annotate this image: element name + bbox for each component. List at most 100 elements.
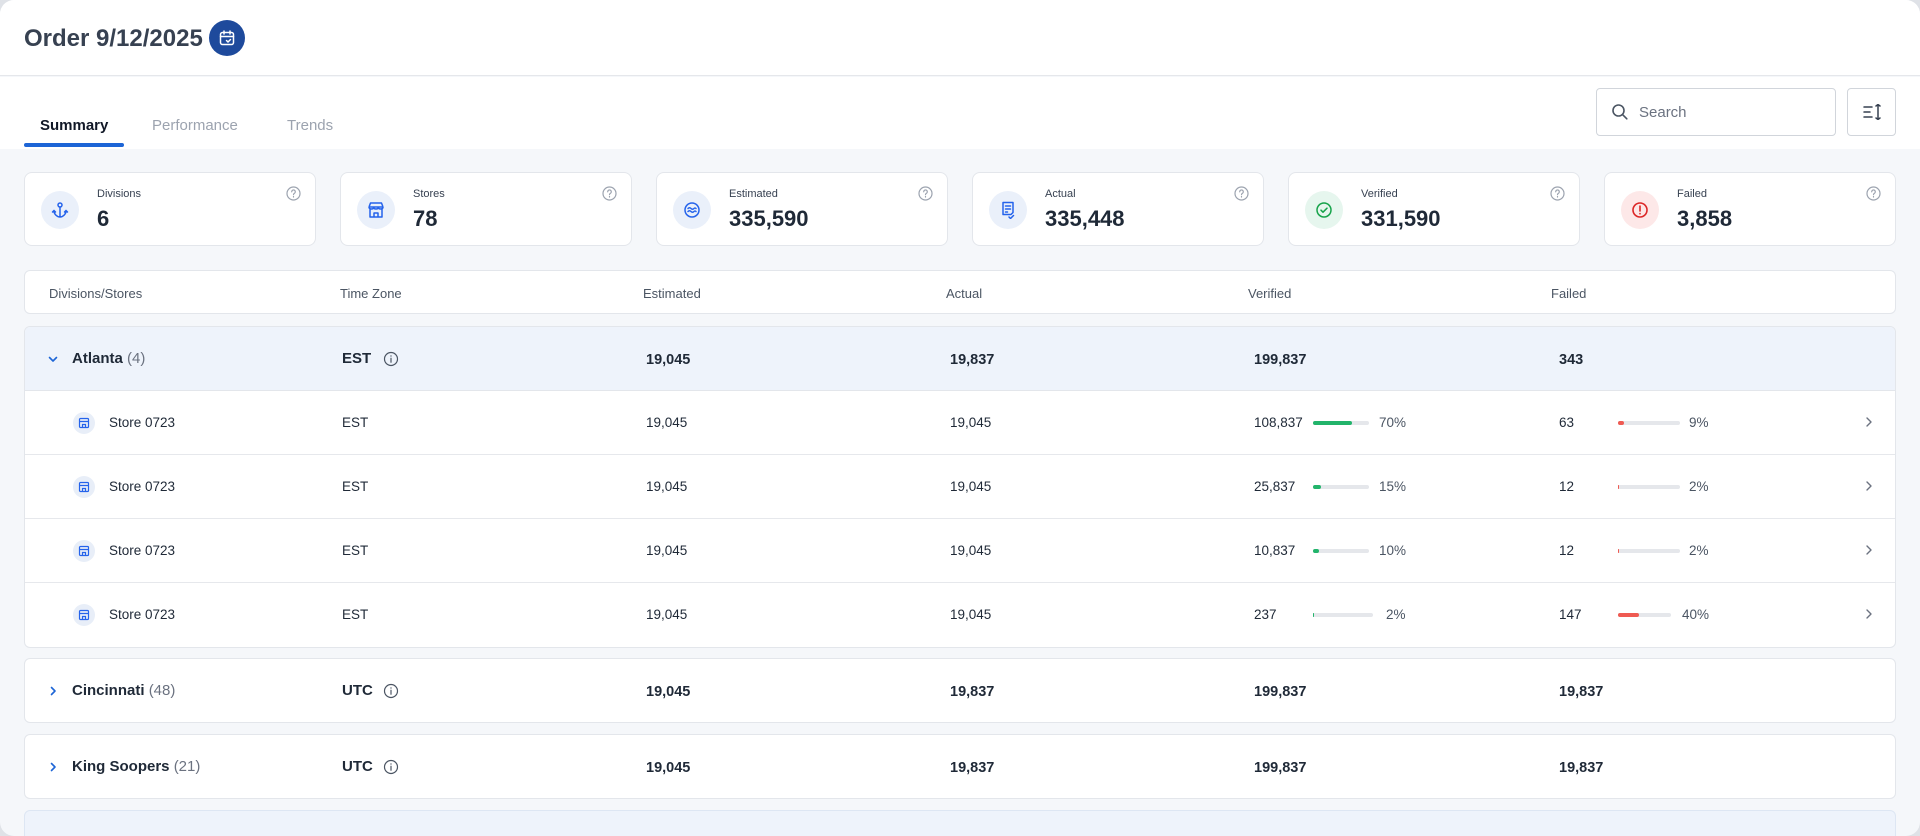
chevron-right-icon[interactable] xyxy=(47,761,59,773)
help-icon[interactable] xyxy=(1866,186,1881,201)
store-actual: 19,045 xyxy=(950,415,992,430)
divider xyxy=(329,798,639,799)
store-timezone: EST xyxy=(342,479,369,494)
division-count: (4) xyxy=(127,350,146,367)
failed-progress-fill xyxy=(1618,421,1624,425)
store-row[interactable]: Store 0723 EST 19,045 19,045 10,837 10% … xyxy=(25,519,1895,583)
estimate-icon xyxy=(684,202,700,218)
tab-performance[interactable]: Performance xyxy=(152,117,238,134)
info-icon[interactable] xyxy=(383,351,399,367)
filter-settings-button[interactable] xyxy=(1847,88,1896,136)
card-failed: Failed 3,858 xyxy=(1604,172,1896,246)
col-header-divisions[interactable]: Divisions/Stores xyxy=(49,286,143,301)
card-icon-bg xyxy=(989,191,1027,229)
division-estimated: 19,045 xyxy=(646,684,691,700)
failed-progress-bar xyxy=(1618,485,1680,489)
division-failed: 19,837 xyxy=(1559,684,1604,700)
verified-progress-fill xyxy=(1313,613,1315,617)
store-icon xyxy=(78,417,90,429)
card-value: 6 xyxy=(97,206,110,231)
chevron-right-icon[interactable] xyxy=(1864,544,1874,556)
failed-progress-fill xyxy=(1618,613,1640,617)
store-estimated: 19,045 xyxy=(646,607,688,622)
verified-progress-bar xyxy=(1313,613,1373,617)
card-value: 335,590 xyxy=(729,206,809,231)
failed-percent: 40% xyxy=(1682,607,1710,622)
card-stores: Stores 78 xyxy=(340,172,632,246)
help-icon[interactable] xyxy=(602,186,617,201)
division-actual: 19,837 xyxy=(950,684,995,700)
card-icon-bg xyxy=(41,191,79,229)
store-icon-badge xyxy=(73,540,95,562)
store-verified: 10,837 xyxy=(1254,543,1296,558)
store-row[interactable]: Store 0723 EST 19,045 19,045 25,837 15% … xyxy=(25,455,1895,519)
col-header-timezone[interactable]: Time Zone xyxy=(340,286,402,301)
help-icon[interactable] xyxy=(1550,186,1565,201)
card-actual: Actual 335,448 xyxy=(972,172,1264,246)
info-icon[interactable] xyxy=(383,683,399,699)
failed-progress-bar xyxy=(1618,613,1671,617)
store-name: Store 0723 xyxy=(109,543,176,558)
card-label: Actual xyxy=(1045,188,1076,200)
col-header-verified[interactable]: Verified xyxy=(1248,286,1292,301)
tab-summary[interactable]: Summary xyxy=(40,117,109,134)
card-label: Failed xyxy=(1677,188,1707,200)
card-verified: Verified 331,590 xyxy=(1288,172,1580,246)
store-icon-badge xyxy=(73,604,95,626)
search-input[interactable] xyxy=(1639,103,1819,121)
search-box[interactable] xyxy=(1596,88,1836,136)
division-row[interactable]: Cincinnati (48) UTC 19,045 19,837 199,83… xyxy=(25,659,1895,722)
chevron-right-icon[interactable] xyxy=(1864,480,1874,492)
store-estimated: 19,045 xyxy=(646,543,688,558)
division-name: King Soopers (21) xyxy=(72,758,200,775)
division-failed: 19,837 xyxy=(1559,760,1604,776)
col-header-actual[interactable]: Actual xyxy=(946,286,983,301)
calendar-button[interactable] xyxy=(209,20,245,56)
info-icon[interactable] xyxy=(383,759,399,775)
store-failed: 12 xyxy=(1559,543,1575,558)
division-verified: 199,837 xyxy=(1254,352,1307,368)
anchor-icon xyxy=(51,202,69,218)
store-timezone: EST xyxy=(342,543,369,558)
store-verified: 237 xyxy=(1254,607,1277,622)
store-estimated: 19,045 xyxy=(646,415,688,430)
store-icon xyxy=(368,202,384,218)
card-icon-bg xyxy=(1621,191,1659,229)
chevron-right-icon[interactable] xyxy=(1864,416,1874,428)
chevron-right-icon[interactable] xyxy=(1864,608,1874,620)
card-icon-bg xyxy=(357,191,395,229)
chevron-down-icon[interactable] xyxy=(47,353,59,365)
card-divisions: Divisions 6 xyxy=(24,172,316,246)
failed-progress-bar xyxy=(1618,421,1680,425)
store-row[interactable]: Store 0723 EST 19,045 19,045 237 2% 147 … xyxy=(25,583,1895,647)
division-timezone: EST xyxy=(342,350,372,367)
failed-progress-bar xyxy=(1618,549,1680,553)
failed-progress-fill xyxy=(1618,549,1620,553)
division-group-atlanta: Atlanta (4) EST 19,045 19,837 199,837 34… xyxy=(24,326,1896,648)
division-group-king-soopers: King Soopers (21) UTC 19,045 19,837 199,… xyxy=(24,734,1896,799)
division-row[interactable]: King Soopers (21) UTC 19,045 19,837 199,… xyxy=(25,735,1895,799)
division-verified: 199,837 xyxy=(1254,760,1307,776)
store-estimated: 19,045 xyxy=(646,479,688,494)
store-name: Store 0723 xyxy=(109,607,176,622)
division-row[interactable]: Atlanta (4) EST 19,045 19,837 199,837 34… xyxy=(25,327,1895,391)
col-header-estimated[interactable]: Estimated xyxy=(643,286,701,301)
help-icon[interactable] xyxy=(286,186,301,201)
failed-percent: 2% xyxy=(1689,543,1709,558)
col-header-failed[interactable]: Failed xyxy=(1551,286,1587,301)
division-timezone: UTC xyxy=(342,682,373,699)
top-bar: Order 9/12/2025 xyxy=(0,0,1920,76)
help-icon[interactable] xyxy=(918,186,933,201)
division-failed: 343 xyxy=(1559,352,1584,368)
store-row[interactable]: Store 0723 EST 19,045 19,045 108,837 70%… xyxy=(25,391,1895,455)
card-label: Estimated xyxy=(729,188,778,200)
chevron-right-icon[interactable] xyxy=(47,685,59,697)
failed-percent: 2% xyxy=(1689,479,1709,494)
store-verified: 25,837 xyxy=(1254,479,1296,494)
tab-trends[interactable]: Trends xyxy=(287,117,334,134)
help-icon[interactable] xyxy=(1234,186,1249,201)
next-division-row-partial[interactable] xyxy=(24,810,1896,836)
store-icon xyxy=(78,481,90,493)
division-timezone: UTC xyxy=(342,758,373,775)
